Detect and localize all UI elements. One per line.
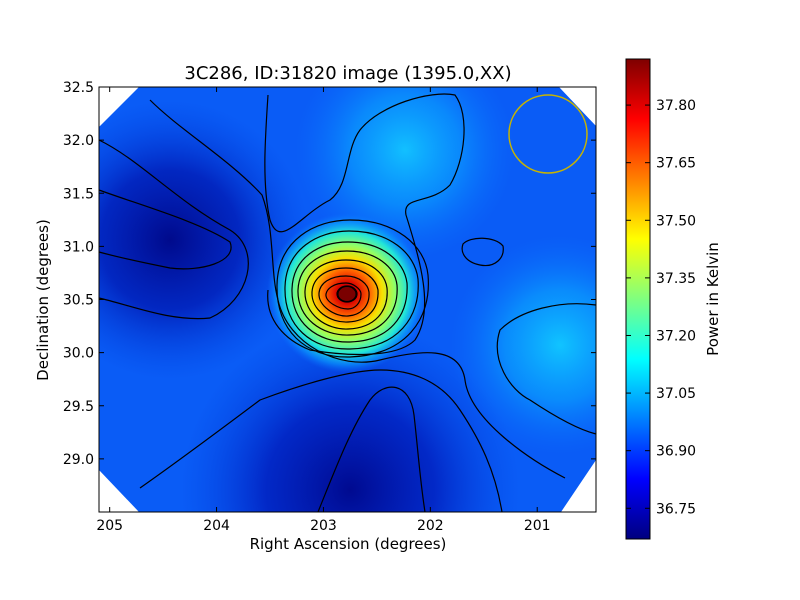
x-tick-label: 203 bbox=[310, 518, 337, 534]
contour-line bbox=[317, 386, 426, 513]
y-tick-label: 30.5 bbox=[63, 293, 94, 309]
colorbar-tick-label: 36.75 bbox=[656, 501, 696, 517]
y-tick-label: 31.5 bbox=[63, 186, 94, 202]
contour-line bbox=[276, 219, 429, 358]
y-tick-label: 32.5 bbox=[63, 80, 94, 96]
y-axis: 32.5 32.0 31.5 31.0 30.5 30.0 29.5 29.0 bbox=[63, 80, 596, 468]
x-tick-label: 204 bbox=[203, 518, 230, 534]
colorbar-tick-label: 37.20 bbox=[656, 328, 696, 344]
chart-title: 3C286, ID:31820 image (1395.0,XX) bbox=[184, 63, 511, 84]
contour-line bbox=[98, 139, 249, 320]
contour-line bbox=[291, 241, 408, 343]
contour-line bbox=[311, 267, 379, 323]
beam-circle bbox=[508, 94, 588, 174]
colorbar-tick-label: 36.90 bbox=[656, 444, 696, 460]
contour-line bbox=[325, 282, 362, 310]
contour-line bbox=[149, 99, 566, 479]
colorbar-tick-label: 37.80 bbox=[656, 98, 696, 114]
contour-line bbox=[297, 250, 398, 336]
y-tick-label: 30.0 bbox=[63, 346, 94, 362]
peak-marker bbox=[337, 286, 357, 302]
contour-line bbox=[496, 303, 597, 435]
contour-line bbox=[284, 230, 419, 350]
contour-line bbox=[304, 259, 388, 330]
colorbar: 37.80 37.65 37.50 37.35 37.20 37.05 36.90 36.75… bbox=[625, 58, 722, 540]
y-axis-title: Declination (degrees) bbox=[34, 219, 52, 381]
contour-line bbox=[461, 237, 504, 267]
contour-lines bbox=[98, 93, 597, 513]
colorbar-gradient bbox=[625, 58, 651, 540]
colorbar-tick-label: 37.50 bbox=[656, 213, 696, 229]
colorbar-tick-label: 37.65 bbox=[656, 156, 696, 172]
y-tick-label: 29.5 bbox=[63, 399, 94, 415]
y-tick-label: 31.0 bbox=[63, 239, 94, 255]
contour-line bbox=[139, 369, 503, 513]
colorbar-ticks: 37.80 37.65 37.50 37.35 37.20 37.05 36.90 36.75 bbox=[626, 98, 696, 517]
x-axis: 205 204 203 202 201 bbox=[96, 87, 551, 534]
x-tick-label: 202 bbox=[417, 518, 444, 534]
x-axis-title: Right Ascension (degrees) bbox=[250, 535, 447, 553]
y-tick-label: 32.0 bbox=[63, 133, 94, 149]
colorbar-tick-label: 37.05 bbox=[656, 386, 696, 402]
x-tick-label: 205 bbox=[96, 518, 123, 534]
contour-line bbox=[98, 189, 232, 270]
contour-line bbox=[318, 275, 370, 317]
colorbar-tick-label: 37.35 bbox=[656, 271, 696, 287]
colorbar-title: Power in Kelvin bbox=[704, 242, 722, 356]
x-tick-label: 201 bbox=[524, 518, 551, 534]
y-tick-label: 29.0 bbox=[63, 452, 94, 468]
